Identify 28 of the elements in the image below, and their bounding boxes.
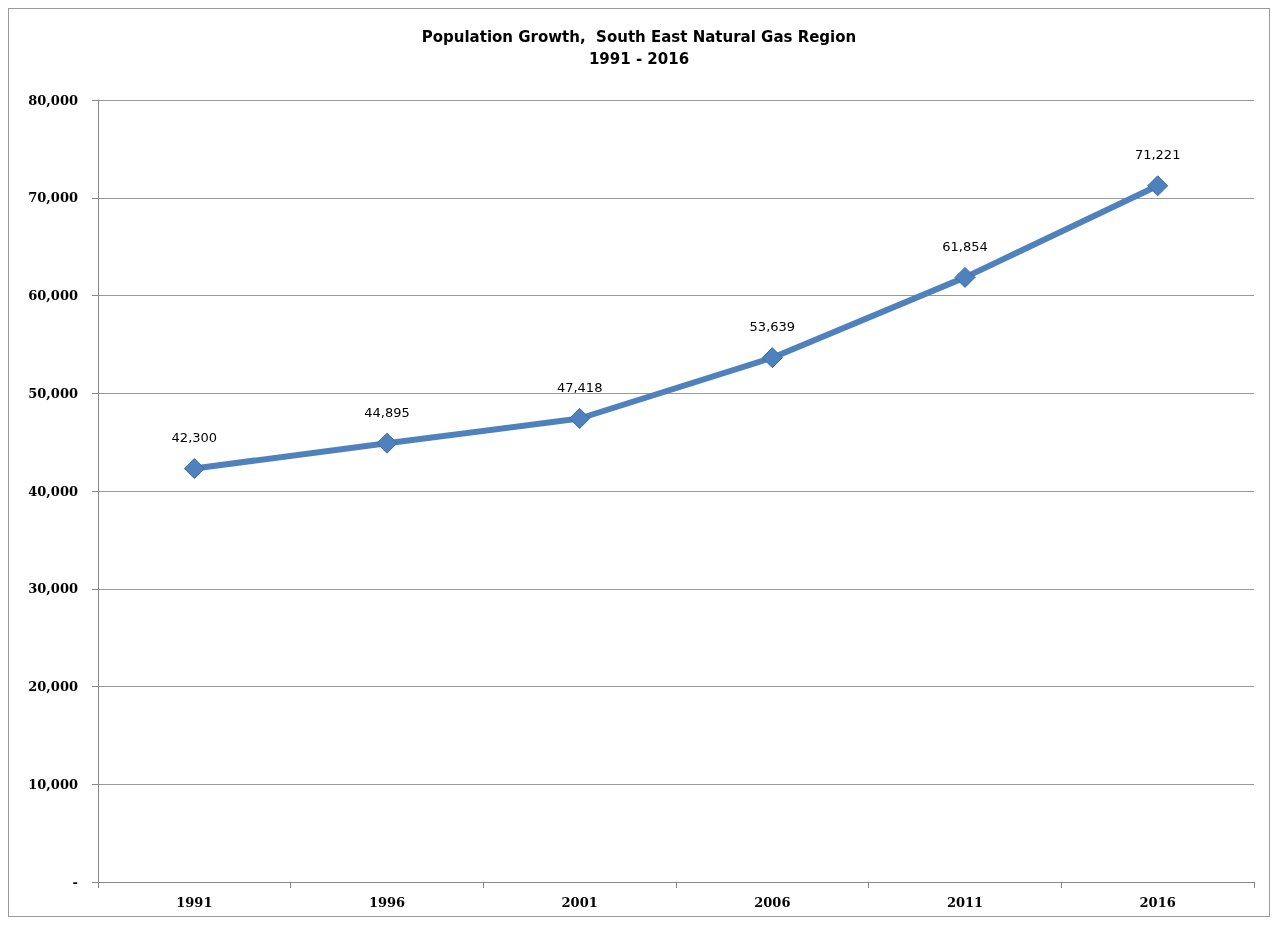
x-tick-label: 2011 (946, 895, 984, 910)
y-tick-label: 50,000 (28, 385, 78, 401)
data-label: 47,418 (556, 379, 603, 395)
data-label: 53,639 (749, 319, 796, 335)
y-tick-label: 30,000 (28, 581, 78, 597)
point (376, 432, 398, 454)
data-label: 42,300 (171, 430, 218, 446)
point (183, 458, 205, 480)
y-tick-label: 80,000 (28, 92, 78, 108)
data-label: 71,221 (1134, 147, 1181, 163)
y-tick-label: - (72, 874, 78, 890)
y-tick-label: 60,000 (28, 288, 78, 303)
x-tick-label: 2016 (1139, 895, 1176, 910)
x-tick-label: 2001 (561, 895, 598, 910)
y-tick-label: 40,000 (28, 483, 78, 499)
x-tick-label: 2006 (754, 895, 791, 910)
x-tick-label: 1991 (176, 895, 213, 910)
y-tick-label: 20,000 (28, 679, 78, 694)
y-tick-label: 10,000 (28, 776, 78, 792)
point (761, 347, 783, 369)
point (569, 407, 591, 429)
point (954, 266, 976, 288)
data-label: 44,895 (364, 404, 410, 420)
point (1147, 175, 1169, 197)
x-tick-label: 1996 (368, 895, 406, 910)
data-label: 61,854 (942, 238, 988, 254)
chart-title: Population Growth, South East Natural Gas Region 1991 - 2016 (421, 28, 857, 68)
y-tick-label: 70,000 (28, 190, 78, 206)
